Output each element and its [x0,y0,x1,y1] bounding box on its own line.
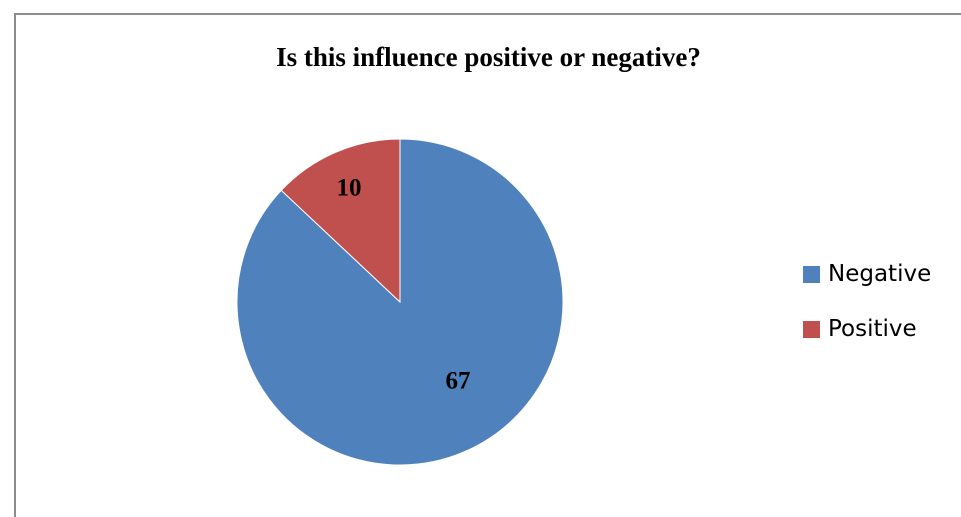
data-label-positive: 10 [337,175,362,202]
legend-label-positive: Positive [828,316,917,342]
legend-swatch-positive [803,320,820,338]
legend-item-negative: Negative [803,258,931,290]
chart-title: Is this influence positive or negative? [276,42,701,72]
legend: Negative Positive [803,258,931,368]
frame-border-left [14,13,16,517]
legend-label-negative: Negative [828,261,932,287]
pie-slice-positive [280,138,401,304]
legend-item-positive: Positive [803,313,931,345]
frame-border-top [14,13,961,15]
data-label-negative: 67 [446,368,471,395]
legend-swatch-negative [803,265,820,283]
